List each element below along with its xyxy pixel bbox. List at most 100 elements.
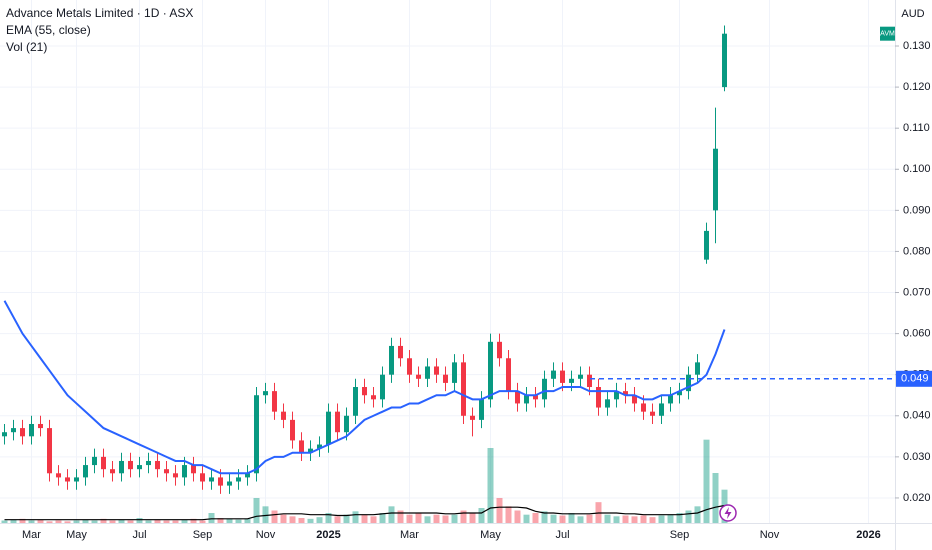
candle-body bbox=[281, 411, 286, 420]
candle-body bbox=[272, 391, 277, 412]
candle-body bbox=[443, 374, 448, 383]
volume-bar bbox=[307, 518, 314, 523]
candle-body bbox=[389, 345, 394, 375]
candle-body bbox=[218, 477, 223, 486]
candle-body bbox=[551, 370, 556, 379]
candle-body bbox=[263, 391, 268, 396]
volume-bar bbox=[226, 518, 233, 523]
volume-bar bbox=[325, 513, 332, 523]
volume-bar bbox=[568, 513, 575, 523]
x-tick-label: May bbox=[480, 529, 501, 541]
volume-bar bbox=[703, 439, 710, 523]
volume-bar bbox=[685, 510, 692, 523]
volume-bar bbox=[370, 516, 377, 523]
volume-bar bbox=[631, 516, 638, 523]
candle-body bbox=[695, 362, 700, 375]
candle-body bbox=[164, 469, 169, 474]
candle-body bbox=[488, 341, 493, 400]
volume-bar bbox=[658, 515, 665, 523]
y-tick-label: 0.080 bbox=[903, 245, 931, 257]
candle-body bbox=[326, 411, 331, 445]
candle-body bbox=[308, 448, 313, 453]
volume-bar bbox=[64, 521, 71, 523]
candle-body bbox=[11, 428, 16, 433]
volume-bar bbox=[37, 519, 44, 523]
y-tick-label: 0.030 bbox=[903, 451, 931, 463]
candle-body bbox=[227, 481, 232, 486]
candle-body bbox=[533, 395, 538, 400]
y-tick-label: 0.110 bbox=[903, 122, 930, 134]
volume-bar bbox=[109, 520, 116, 523]
symbol-tag: AVM bbox=[880, 31, 895, 38]
volume-bar bbox=[559, 515, 566, 523]
volume-bar bbox=[19, 518, 26, 523]
candle-body bbox=[425, 366, 430, 379]
candle-body bbox=[398, 345, 403, 359]
volume-bar bbox=[433, 514, 440, 523]
candle-body bbox=[560, 370, 565, 383]
ema-line bbox=[3, 300, 726, 475]
volume-bar bbox=[172, 520, 179, 523]
volume-bar bbox=[460, 510, 467, 523]
candle-body bbox=[578, 374, 583, 379]
x-tick-label: May bbox=[66, 529, 87, 541]
candle-body bbox=[452, 362, 457, 383]
candle-body bbox=[65, 477, 70, 482]
candle-body bbox=[83, 465, 88, 478]
currency-label[interactable]: AUD bbox=[901, 8, 924, 20]
candle-body bbox=[335, 411, 340, 433]
candle-body bbox=[38, 423, 43, 429]
y-tick-label: 0.020 bbox=[903, 492, 931, 504]
volume-bar bbox=[586, 514, 593, 523]
candle-body bbox=[200, 473, 205, 482]
candle-body bbox=[641, 403, 646, 412]
volume-bar bbox=[388, 506, 395, 523]
candle-layer bbox=[2, 25, 895, 494]
candle-body bbox=[245, 473, 250, 478]
candle-body bbox=[137, 465, 142, 470]
candle-body bbox=[47, 428, 52, 474]
candle-body bbox=[20, 428, 25, 437]
volume-bar bbox=[271, 510, 278, 523]
candle-body bbox=[632, 395, 637, 404]
candle-body bbox=[344, 415, 349, 433]
x-tick-label: Jul bbox=[555, 529, 569, 541]
candle-body bbox=[605, 399, 610, 408]
volume-bar bbox=[649, 517, 656, 523]
candle-body bbox=[2, 432, 7, 437]
volume-bar bbox=[127, 520, 134, 523]
alert-icon[interactable] bbox=[719, 504, 737, 522]
candle-body bbox=[56, 473, 61, 478]
candle-body bbox=[254, 395, 259, 474]
candle-body bbox=[182, 465, 187, 478]
volume-bar bbox=[1, 520, 8, 523]
candle-body bbox=[623, 391, 628, 396]
candle-body bbox=[155, 460, 160, 470]
volume-bar bbox=[577, 516, 584, 523]
volume-bar bbox=[514, 510, 521, 523]
volume-bar bbox=[82, 519, 89, 523]
volume-bar bbox=[397, 510, 404, 523]
volume-bar bbox=[613, 516, 620, 523]
candle-body bbox=[317, 444, 322, 449]
candle-body bbox=[686, 374, 691, 392]
candle-body bbox=[74, 477, 79, 482]
volume-bar bbox=[532, 513, 539, 523]
candle-body bbox=[128, 460, 133, 470]
volume-bar bbox=[289, 516, 296, 523]
x-tick-label: Jul bbox=[132, 529, 146, 541]
candle-body bbox=[596, 387, 601, 408]
volume-bar bbox=[262, 506, 269, 523]
volume-bar bbox=[541, 511, 548, 523]
candle-body bbox=[380, 374, 385, 400]
volume-bar bbox=[676, 513, 683, 523]
volume-bar bbox=[316, 517, 323, 523]
candle-body bbox=[407, 358, 412, 375]
volume-bar bbox=[523, 514, 530, 523]
hline-label: 0.049 bbox=[901, 373, 929, 385]
candle-body bbox=[659, 403, 664, 416]
x-tick-label: Sep bbox=[670, 529, 690, 541]
volume-bar bbox=[469, 513, 476, 523]
volume-bar bbox=[640, 515, 647, 523]
